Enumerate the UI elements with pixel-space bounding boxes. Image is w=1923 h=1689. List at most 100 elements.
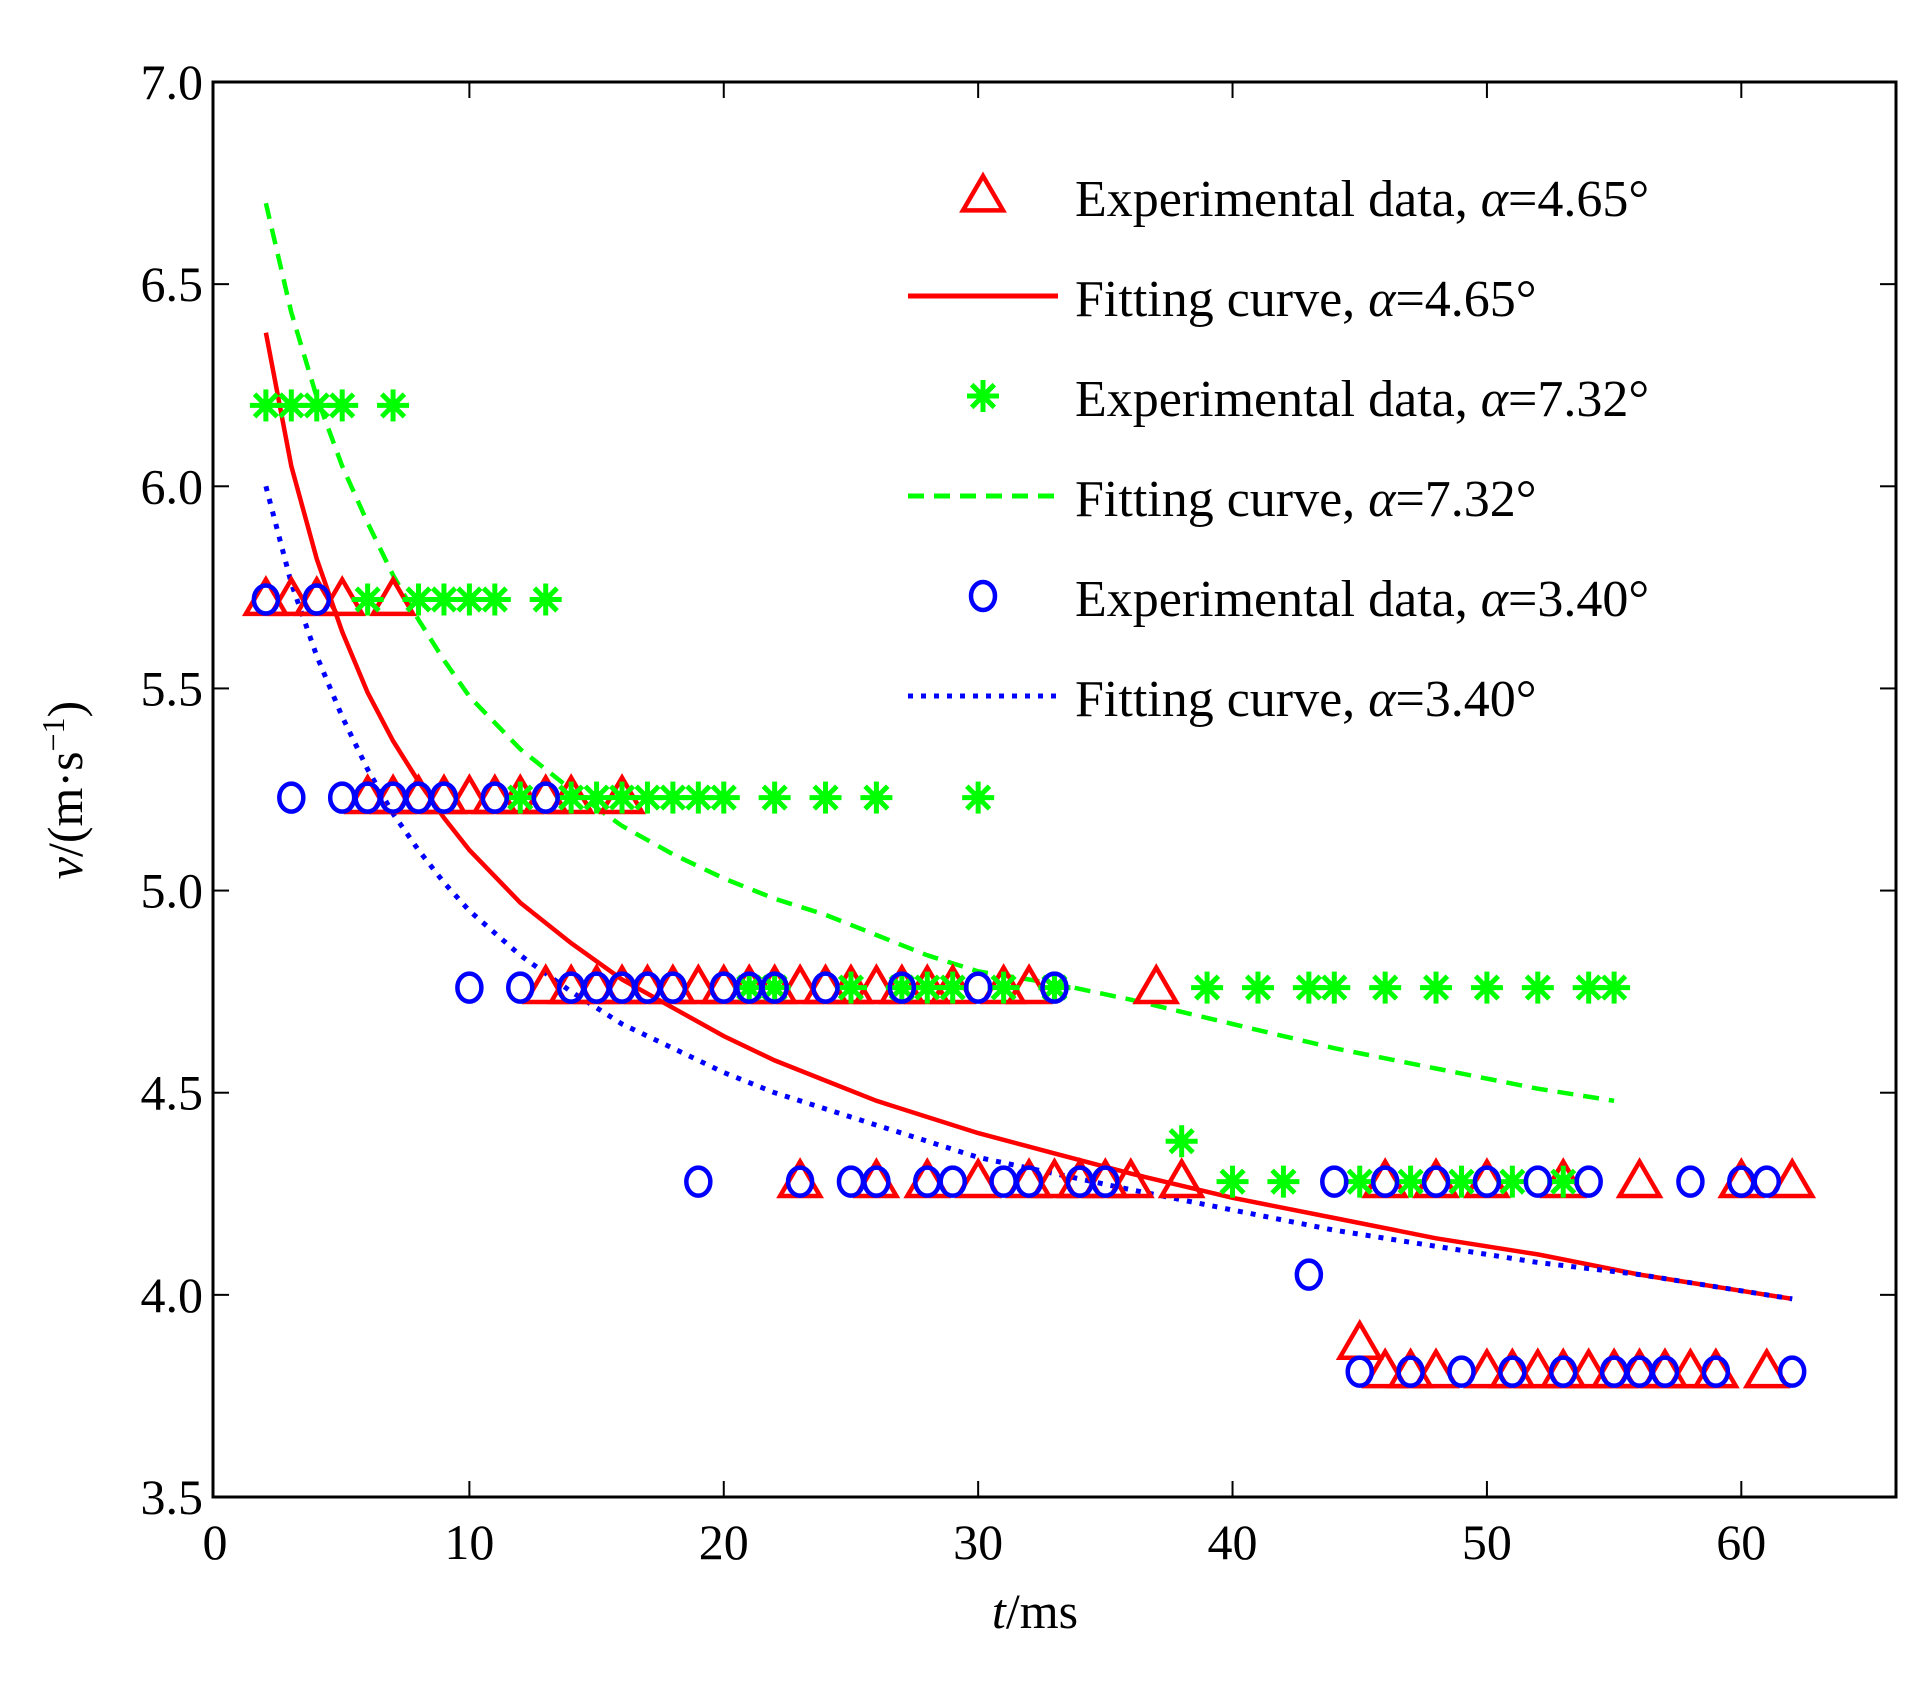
data-point-circle xyxy=(251,583,281,616)
data-point-triangle xyxy=(1361,1347,1410,1389)
x-tick-label: 40 xyxy=(1208,1514,1258,1570)
legend-marker-asterisk xyxy=(967,380,999,412)
data-point-circle xyxy=(811,971,840,1004)
data-point-triangle xyxy=(954,1157,1003,1199)
data-point-triangle xyxy=(1132,963,1181,1005)
data-point-circle xyxy=(785,1165,815,1198)
data-point-asterisk xyxy=(1496,1165,1529,1198)
legend-label-value: =7.32° xyxy=(1508,371,1649,428)
data-point-asterisk xyxy=(529,583,562,616)
x-tick-label: 10 xyxy=(444,1514,494,1570)
legend-item: Experimental data, α=4.65° xyxy=(959,171,1649,228)
data-point-circle xyxy=(506,971,535,1004)
data-point-triangle xyxy=(674,963,723,1005)
data-point-asterisk xyxy=(351,583,384,616)
data-point-asterisk xyxy=(326,389,359,422)
data-point-circle xyxy=(429,781,459,814)
y-tick-label: 4.5 xyxy=(141,1065,204,1121)
data-point-circle xyxy=(531,781,560,814)
data-point-circle xyxy=(1472,1165,1502,1198)
data-point-triangle xyxy=(318,575,367,617)
legend-item: Experimental data, α=3.40° xyxy=(968,571,1649,628)
data-point-circle xyxy=(760,971,789,1004)
y-axis-unit: /(m·s xyxy=(37,751,93,857)
data-point-asterisk xyxy=(1547,1165,1580,1198)
data-point-asterisk xyxy=(962,781,995,814)
data-point-triangle xyxy=(852,963,901,1005)
data-point-asterisk xyxy=(1191,971,1224,1004)
legend-item: Fitting curve, α=7.32° xyxy=(908,471,1537,528)
data-point-triangle xyxy=(1157,1157,1206,1199)
legend-label-alpha: α xyxy=(1368,271,1397,328)
x-tick-label: 60 xyxy=(1716,1514,1766,1570)
data-point-asterisk xyxy=(1394,1165,1427,1198)
data-point-asterisk xyxy=(377,389,410,422)
data-point-triangle xyxy=(1005,963,1053,1005)
data-point-triangle xyxy=(1106,1157,1155,1199)
data-point-circle xyxy=(938,1165,967,1198)
y-axis-var: v xyxy=(37,856,93,879)
data-point-triangle xyxy=(1666,1347,1715,1389)
legend-label: Experimental data, α=3.40° xyxy=(1075,571,1649,628)
data-point-circle xyxy=(1396,1355,1425,1388)
legend-label-value: =4.65° xyxy=(1395,271,1536,328)
data-point-circle xyxy=(480,781,510,814)
data-point-circle xyxy=(1574,1165,1603,1198)
data-point-triangle xyxy=(1030,1157,1079,1199)
data-point-asterisk xyxy=(580,781,613,814)
data-point-circle xyxy=(302,583,332,616)
data-point-triangle xyxy=(1564,1347,1613,1389)
legend-label-value: =3.40° xyxy=(1508,571,1649,628)
data-point-asterisk xyxy=(987,971,1020,1004)
data-point-circle xyxy=(1040,971,1069,1004)
legend-label-text: Fitting curve, xyxy=(1075,471,1368,528)
data-point-asterisk xyxy=(1445,1165,1478,1198)
x-tick-label: 30 xyxy=(953,1514,1003,1570)
legend: Experimental data, α=4.65°Fitting curve,… xyxy=(908,171,1649,728)
data-point-triangle xyxy=(1615,1157,1664,1199)
legend-item: Fitting curve, α=3.40° xyxy=(908,671,1537,728)
legend-item: Fitting curve, α=4.65° xyxy=(908,271,1537,328)
y-tick-label: 5.0 xyxy=(141,863,204,919)
legend-label-alpha: α xyxy=(1368,671,1397,728)
data-point-asterisk xyxy=(1318,971,1351,1004)
data-point-asterisk xyxy=(707,781,740,814)
data-point-triangle xyxy=(1463,1347,1511,1389)
data-point-asterisk xyxy=(504,781,537,814)
y-tick-label: 5.5 xyxy=(141,660,204,716)
data-point-asterisk xyxy=(478,583,511,616)
data-point-asterisk xyxy=(834,971,867,1004)
data-point-circle xyxy=(1752,1165,1781,1198)
data-point-asterisk xyxy=(1165,1125,1198,1158)
data-point-triangle xyxy=(445,773,494,815)
data-point-asterisk xyxy=(1521,971,1554,1004)
legend-label: Fitting curve, α=3.40° xyxy=(1075,671,1537,728)
data-point-asterisk xyxy=(1343,1165,1376,1198)
data-point-circle xyxy=(1370,1165,1400,1198)
data-point-asterisk xyxy=(555,781,588,814)
data-point-circle xyxy=(1421,1165,1451,1198)
data-point-asterisk xyxy=(1420,971,1453,1004)
data-point-circle xyxy=(862,1165,891,1198)
x-tick-label: 50 xyxy=(1462,1514,1512,1570)
data-point-circle xyxy=(1320,1165,1349,1198)
data-point-asterisk xyxy=(427,583,460,616)
legend-label: Fitting curve, α=7.32° xyxy=(1075,471,1537,528)
data-point-triangle xyxy=(1412,1347,1460,1389)
data-point-asterisk xyxy=(631,781,664,814)
x-tick-label: 20 xyxy=(699,1514,749,1570)
data-point-triangle xyxy=(1768,1157,1817,1199)
legend-label-text: Experimental data, xyxy=(1075,371,1481,428)
data-point-triangle xyxy=(776,963,824,1005)
legend-label-value: =7.32° xyxy=(1395,471,1536,528)
legend-label-alpha: α xyxy=(1368,471,1397,528)
data-point-asterisk xyxy=(300,389,333,422)
data-point-asterisk xyxy=(682,781,715,814)
data-point-circle xyxy=(1091,1165,1120,1198)
legend-label-text: Experimental data, xyxy=(1075,171,1481,228)
data-point-asterisk xyxy=(758,781,791,814)
data-point-asterisk xyxy=(1470,971,1503,1004)
data-point-asterisk xyxy=(275,389,308,422)
